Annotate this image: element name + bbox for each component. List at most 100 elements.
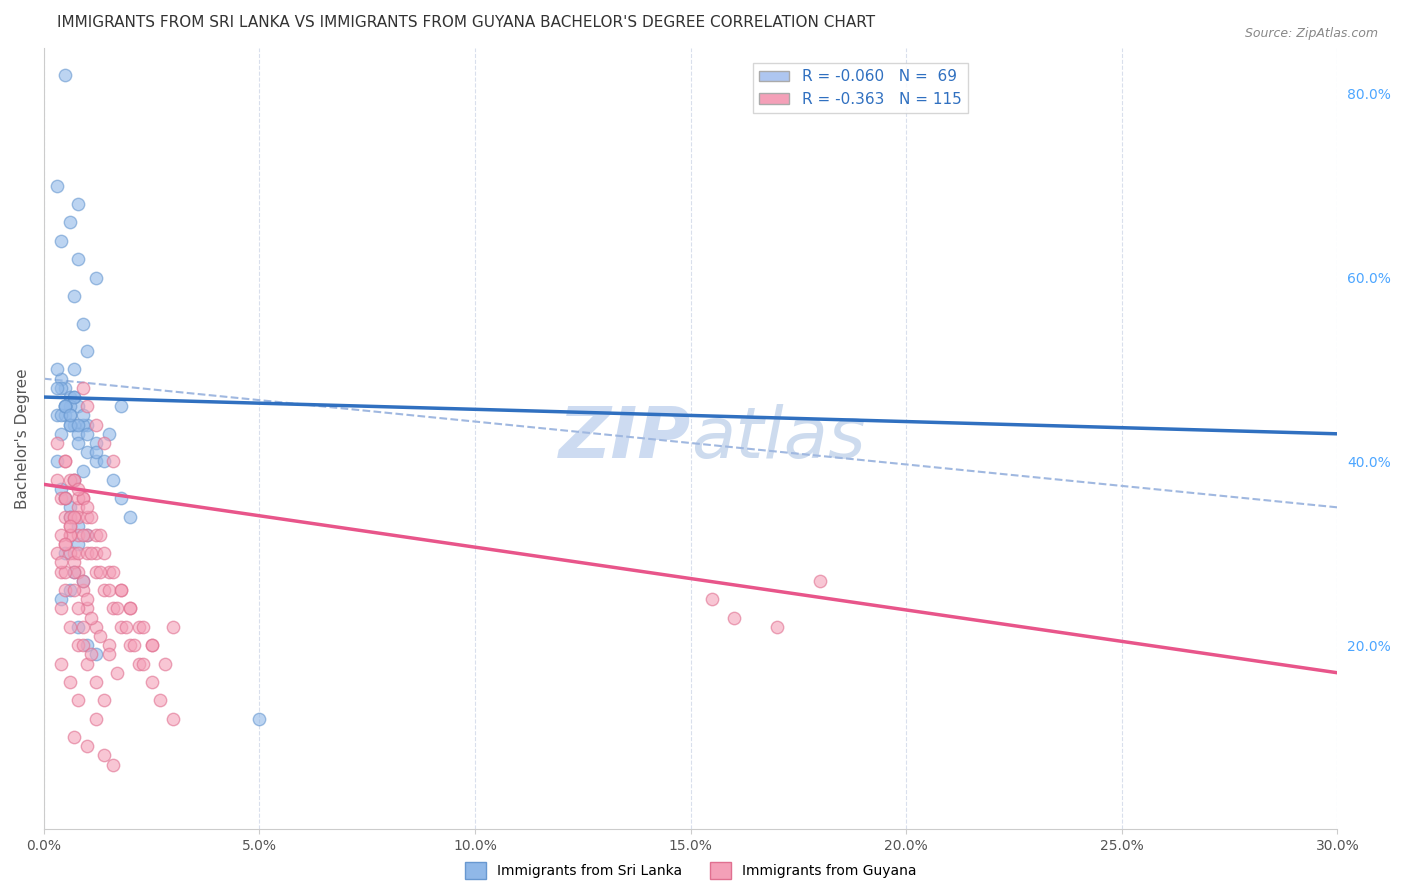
Point bbox=[67, 546, 90, 560]
Point bbox=[149, 693, 172, 707]
Point bbox=[45, 409, 67, 423]
Point bbox=[93, 436, 115, 450]
Point bbox=[67, 482, 90, 496]
Point bbox=[120, 509, 142, 524]
Point bbox=[45, 454, 67, 468]
Point bbox=[63, 509, 86, 524]
Point bbox=[55, 537, 77, 551]
Point bbox=[84, 648, 107, 662]
Point bbox=[84, 712, 107, 726]
Point bbox=[84, 436, 107, 450]
Point bbox=[59, 546, 82, 560]
Point bbox=[49, 565, 72, 579]
Point bbox=[67, 491, 90, 505]
Point bbox=[49, 381, 72, 395]
Point bbox=[72, 491, 94, 505]
Point bbox=[59, 409, 82, 423]
Point bbox=[97, 638, 120, 652]
Point bbox=[76, 528, 98, 542]
Point bbox=[63, 556, 86, 570]
Point bbox=[63, 417, 86, 432]
Point bbox=[76, 739, 98, 754]
Point bbox=[128, 620, 150, 634]
Point bbox=[101, 601, 124, 615]
Point bbox=[97, 565, 120, 579]
Point bbox=[76, 546, 98, 560]
Point bbox=[63, 473, 86, 487]
Point bbox=[49, 372, 72, 386]
Point bbox=[59, 215, 82, 229]
Point bbox=[72, 528, 94, 542]
Point bbox=[72, 464, 94, 478]
Point bbox=[67, 197, 90, 211]
Point bbox=[45, 178, 67, 193]
Point bbox=[59, 582, 82, 597]
Point bbox=[120, 638, 142, 652]
Point bbox=[67, 509, 90, 524]
Point bbox=[120, 601, 142, 615]
Point bbox=[49, 491, 72, 505]
Point bbox=[72, 381, 94, 395]
Point bbox=[84, 417, 107, 432]
Point bbox=[67, 417, 90, 432]
Point bbox=[49, 556, 72, 570]
Point bbox=[766, 620, 789, 634]
Point bbox=[55, 399, 77, 413]
Point bbox=[80, 546, 103, 560]
Point bbox=[105, 665, 128, 680]
Point bbox=[89, 528, 111, 542]
Point bbox=[63, 362, 86, 376]
Point bbox=[63, 565, 86, 579]
Point bbox=[76, 344, 98, 359]
Point bbox=[55, 399, 77, 413]
Point bbox=[76, 528, 98, 542]
Point bbox=[110, 582, 132, 597]
Point bbox=[110, 399, 132, 413]
Point bbox=[80, 509, 103, 524]
Point bbox=[49, 528, 72, 542]
Point bbox=[97, 582, 120, 597]
Point bbox=[67, 528, 90, 542]
Point bbox=[63, 390, 86, 404]
Text: atlas: atlas bbox=[690, 404, 865, 473]
Point bbox=[84, 528, 107, 542]
Point bbox=[67, 436, 90, 450]
Point bbox=[93, 546, 115, 560]
Point bbox=[80, 610, 103, 624]
Point bbox=[105, 601, 128, 615]
Point bbox=[67, 601, 90, 615]
Point bbox=[72, 620, 94, 634]
Point bbox=[59, 518, 82, 533]
Point bbox=[76, 509, 98, 524]
Point bbox=[101, 757, 124, 772]
Point bbox=[59, 528, 82, 542]
Point bbox=[76, 638, 98, 652]
Point bbox=[97, 426, 120, 441]
Point bbox=[67, 537, 90, 551]
Point bbox=[72, 582, 94, 597]
Point bbox=[55, 491, 77, 505]
Point bbox=[45, 362, 67, 376]
Point bbox=[67, 565, 90, 579]
Point bbox=[59, 500, 82, 515]
Point bbox=[84, 675, 107, 690]
Point bbox=[63, 546, 86, 560]
Point bbox=[49, 592, 72, 607]
Point bbox=[49, 426, 72, 441]
Point bbox=[162, 712, 184, 726]
Point bbox=[76, 445, 98, 459]
Point bbox=[63, 390, 86, 404]
Point bbox=[59, 417, 82, 432]
Point bbox=[93, 693, 115, 707]
Point bbox=[49, 409, 72, 423]
Point bbox=[114, 620, 136, 634]
Point bbox=[132, 620, 155, 634]
Point bbox=[97, 648, 120, 662]
Point bbox=[59, 675, 82, 690]
Point bbox=[49, 601, 72, 615]
Point bbox=[59, 518, 82, 533]
Point bbox=[67, 638, 90, 652]
Point bbox=[67, 500, 90, 515]
Point bbox=[55, 537, 77, 551]
Point bbox=[72, 574, 94, 588]
